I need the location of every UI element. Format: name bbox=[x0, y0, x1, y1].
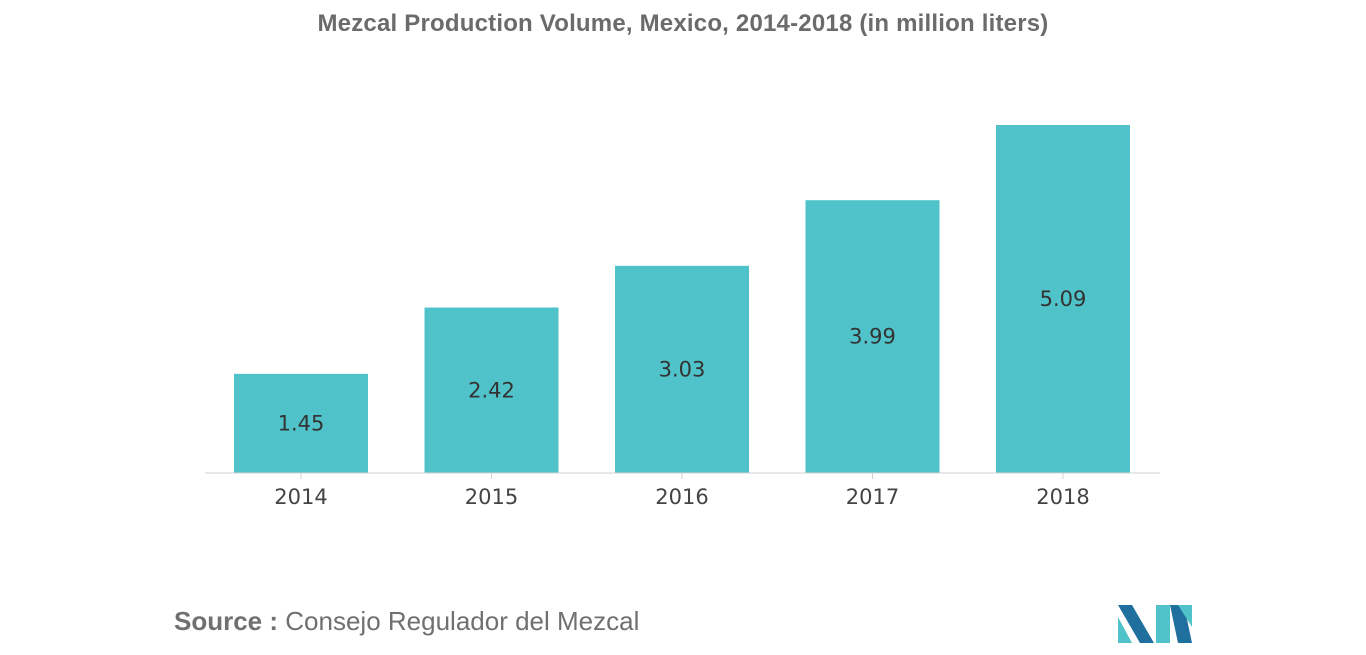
x-tick-label: 2015 bbox=[465, 485, 518, 509]
source-text: Consejo Regulador del Mezcal bbox=[285, 606, 640, 636]
bar-value-label: 3.99 bbox=[849, 325, 896, 349]
x-tick-label: 2018 bbox=[1036, 485, 1089, 509]
x-tick-label: 2014 bbox=[274, 485, 327, 509]
bars-group: 1.45 2.42 3.03 3.99 5.09 bbox=[234, 125, 1130, 473]
bar-2017 bbox=[805, 200, 940, 473]
x-tick-label: 2016 bbox=[655, 485, 708, 509]
bar-value-label: 1.45 bbox=[278, 411, 325, 435]
mordor-intelligence-logo-icon bbox=[1118, 605, 1192, 643]
bar-2014 bbox=[234, 373, 368, 473]
bar-value-label: 2.42 bbox=[468, 378, 515, 402]
source-note: Source : Consejo Regulador del Mezcal bbox=[174, 606, 639, 637]
x-ticks-group: 2014 2015 2016 2017 2018 bbox=[274, 473, 1090, 509]
bar-value-label: 5.09 bbox=[1040, 287, 1087, 311]
bar-2016 bbox=[615, 265, 749, 473]
chart-title: Mezcal Production Volume, Mexico, 2014-2… bbox=[317, 10, 1049, 37]
bar-2015 bbox=[424, 307, 559, 473]
bar-2018 bbox=[996, 125, 1130, 473]
bar-value-label: 3.03 bbox=[659, 357, 706, 381]
x-tick-label: 2017 bbox=[846, 485, 899, 509]
source-label: Source : bbox=[174, 606, 279, 636]
